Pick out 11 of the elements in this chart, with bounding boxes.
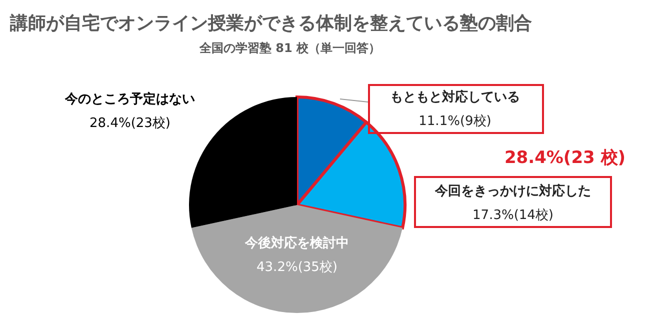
text: 28.4%(23 校) — [504, 148, 626, 168]
data-label: 28.4%(23校) — [90, 116, 170, 131]
data-label: 43.2%(35校) — [256, 260, 338, 275]
chart-subtitle: 全国の学習塾 81 校（単一回答） — [198, 41, 381, 55]
data-label: 11.1%(9校) — [418, 114, 492, 129]
slice-label: 今後対応を検討中 — [244, 235, 349, 251]
slice-label: 今のところ予定はない — [64, 91, 195, 107]
slice-label: 今回をきっかけに対応した — [434, 183, 591, 199]
data-label: 17.3%(14校) — [472, 208, 554, 223]
chart-title: 講師が自宅でオンライン授業ができる体制を整えている塾の割合 — [9, 13, 532, 34]
slice-label: もともと対応している — [390, 89, 520, 105]
